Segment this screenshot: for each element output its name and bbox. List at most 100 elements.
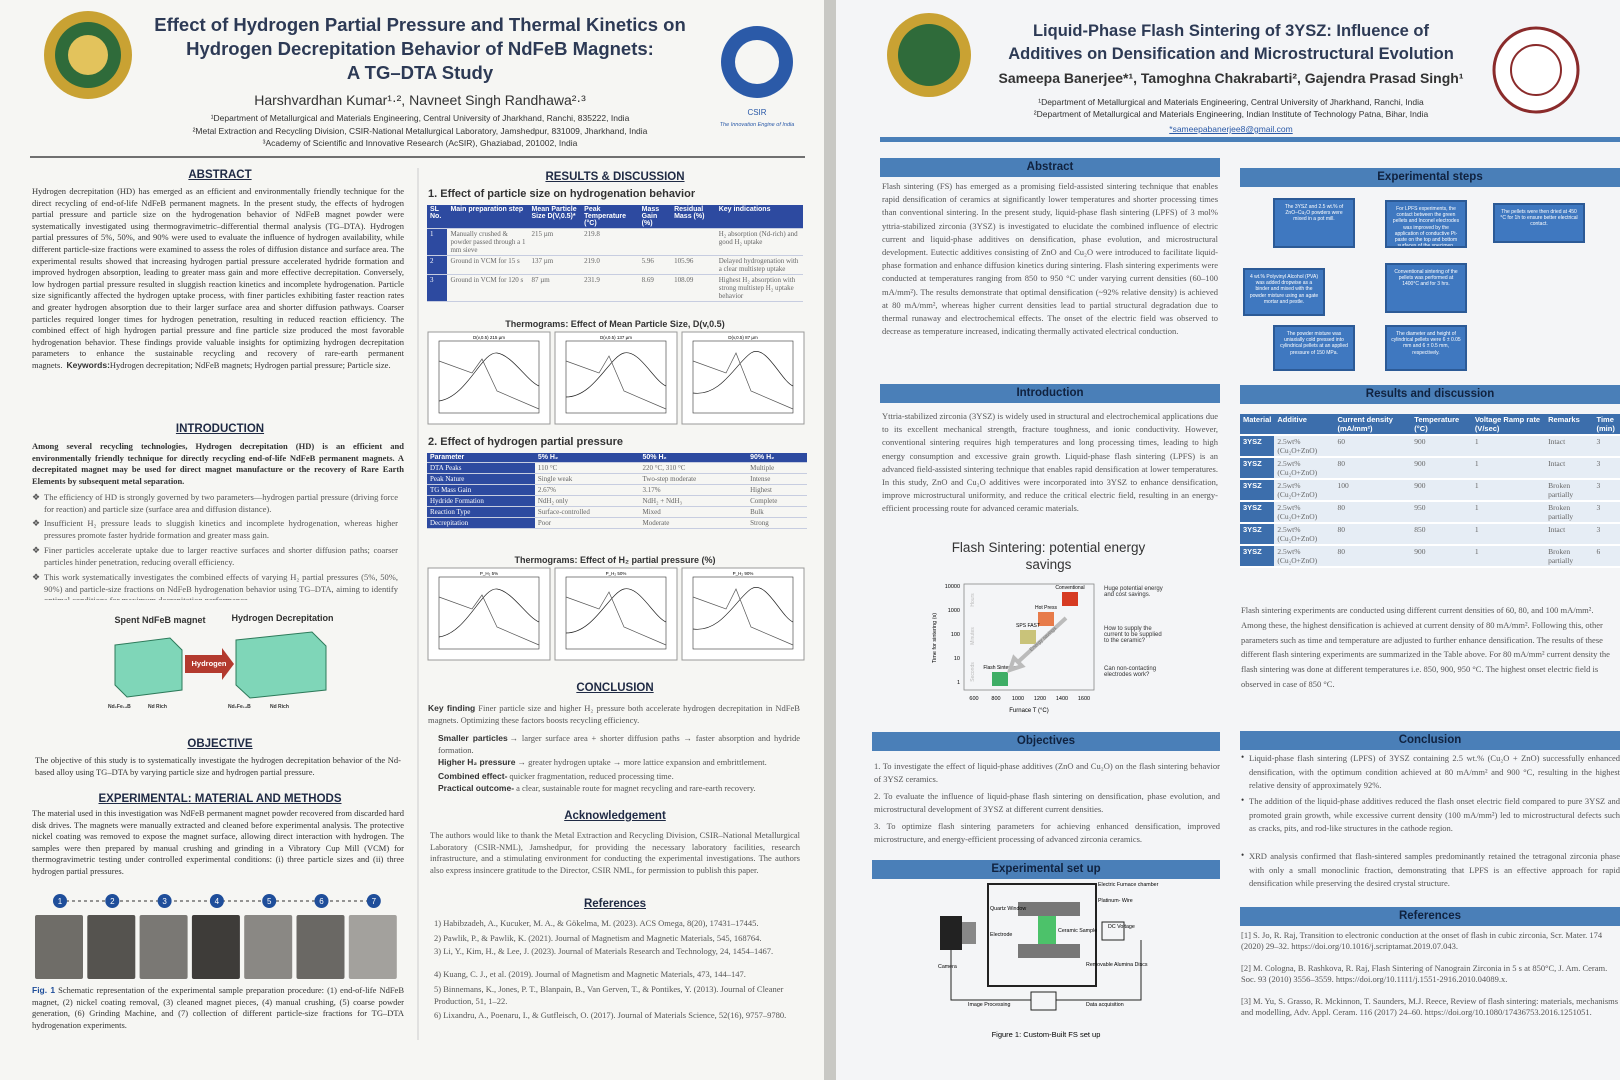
figure-label: Hydrogen Decrepitation [231,613,334,623]
table-cell: 80 [1334,523,1412,546]
header-cell: Parameter [427,453,535,463]
time-band: Seconds [970,662,976,682]
thermogram-panel [681,331,805,425]
table-cell: 3 [427,274,448,302]
table-cell: 900 [1411,435,1472,458]
plot-area [692,340,794,414]
table-header-row: Material Additive Current density (mA/mm²)… [1240,414,1620,436]
section-bar: Introduction [880,384,1220,403]
table-cell: 219.8 [581,228,639,256]
table-cell [671,228,716,256]
x-tick-label: 1200 [1034,696,1046,702]
setup-part [1038,916,1056,944]
table-cell: 900 [1411,545,1472,568]
conclusion-bullet: Higher H₂ pressure → greater hydrogen upt… [438,757,800,770]
step-number: 5 [267,897,272,906]
abstract-body: Hydrogen decrepitation (HD) has emerged … [32,186,404,370]
step-number: 6 [319,897,324,906]
phase-label: Nd₂Fe₁₄B [108,704,131,710]
table-cell: 3.17% [639,484,748,496]
table-cell: 2.5wt%(Cu₂O+ZnO) [1274,501,1335,524]
data-table: SL No. Main preparation step Mean Particle… [427,205,803,302]
table-cell: 219.0 [581,255,639,275]
table-cell: 3 [1593,435,1620,458]
header-cell: 5% H₂ [534,453,640,463]
x-tick-label: 1000 [1012,696,1024,702]
table-cell: 3 [1593,523,1620,546]
intro-text: Yttria-stabilized zirconia (3YSZ) is wid… [882,411,1218,514]
subheading: 2. Effect of hydrogen partial pressure [428,436,623,448]
thermogram-label: Thermograms: Effect of Mean Particle Siz… [505,319,725,329]
table-cell: Surface-controlled [534,506,640,518]
bullet-label: Smaller particles [438,733,508,743]
table-row: 3YSZ 2.5wt%(Cu₂O+ZnO) 80 950 1 Broken partial… [1240,501,1620,524]
poster-title: Liquid-Phase Flash Sintering of 3YSZ: In… [1032,22,1430,40]
intro-bullet: This work systematically investigates th… [44,572,398,600]
table-row: Peak Nature Single weak Two-step moderate I… [427,473,807,485]
phase-label: Nd₂Fe₁₄B [228,704,251,710]
table-cell: DTA Peaks [427,462,535,474]
panel-label: D(v,0.5) 87 µm [728,335,758,340]
university-logo-core [68,35,108,75]
table-wrap: Parameter 5% H₂ 50% H₂ 90% H₂ DTA Peaks 110 °… [427,453,807,529]
affiliation: ¹Department of Metallurgical and Materia… [210,113,630,123]
step-box: The powder mixture was uniaxially cold p… [1273,325,1355,371]
table-cell: Hydride Formation [427,495,535,507]
bullet-text: → greater hydrogen uptake → more lattice… [517,757,767,767]
step-circle [105,894,120,908]
y-axis-label: Time for sintering (s) [932,613,938,663]
header-cell: Temperature (°C) [1411,414,1472,436]
step-box: The pellets were then dried at 450 °C fo… [1493,203,1585,243]
poster-title: Additives on Densification and Microstru… [1008,45,1454,63]
method-marker [1020,630,1036,644]
conclusion-item: The addition of the liquid-phase additiv… [1249,796,1620,833]
table-cell: 6 [1593,545,1620,568]
setup-part [940,916,962,950]
method-label: Flash Sintering [983,665,1017,671]
chart-note: How to supply the current to be supplied… [1104,626,1162,644]
table-header-row: Parameter 5% H₂ 50% H₂ 90% H₂ [427,453,807,463]
table-cell: 3 [1593,501,1620,524]
table-cell: 950 [1411,501,1472,524]
step-photo [191,915,240,979]
y-tick-label: 100 [951,632,960,638]
section-heading: RESULTS & DISCUSSION [545,171,685,183]
header-cell: SL No. [427,205,448,229]
table-cell: 3YSZ [1240,457,1275,480]
method-label: SPS FAST [1016,623,1040,629]
header-cell: Main preparation step [447,205,529,229]
table-row: 1 Manually crushed & powder passed throug… [427,228,803,256]
table-cell: 60 [1334,435,1412,458]
table-cell: 1 [1471,545,1546,568]
reference: 4) Kuang, C. J., et al. (2019). Journal … [434,969,746,979]
table-cell: 2.5wt%(Cu₂O+ZnO) [1274,457,1335,480]
plot-area [565,340,667,414]
table-cell: Delayed hydrogenation with a clear multi… [715,255,803,275]
step-circle [314,894,329,908]
results-text: Flash sintering experiments are conducte… [1241,605,1610,689]
bullet-icon: ❖ [32,518,40,528]
dta-curve [565,591,667,646]
header-cell: Key indications [715,205,803,229]
section-heading: OBJECTIVE [187,738,253,750]
table-cell: 105.96 [671,255,716,275]
header-cell: Current density (mA/mm²) [1334,414,1412,436]
step-number: 4 [215,897,220,906]
chart-title: Flash Sintering: potential energy [951,540,1146,555]
tg-curve [692,586,794,630]
table-row: 2 Ground in VCM for 15 s 137 µm 219.0 5.96 10… [427,255,803,275]
step-photo [35,915,83,979]
y-tick-label: 10 [954,656,960,662]
university-logo-inner [898,24,960,86]
table-cell: 215 µm [528,228,582,256]
section-heading: EXPERIMENTAL: MATERIAL AND METHODS [98,793,342,805]
bullet-dot: • [1241,850,1245,860]
key-text: Finer particle size and higher H₂ pressu… [428,703,800,725]
table-cell: 1 [1471,523,1546,546]
table-wrap: Material Additive Current density (mA/mm²)… [1240,414,1620,568]
header-cell: Remarks [1545,414,1594,436]
thermogram-row: P_H₂ 5% P_H₂ 50% P_H₂ 90% [427,567,805,661]
table-row: 3 Ground in VCM for 120 s 87 µm 231.9 8.69 10… [427,274,803,302]
abstract-text: Flash sintering (FS) has emerged as a pr… [882,181,1218,337]
setup-part [1018,944,1080,958]
